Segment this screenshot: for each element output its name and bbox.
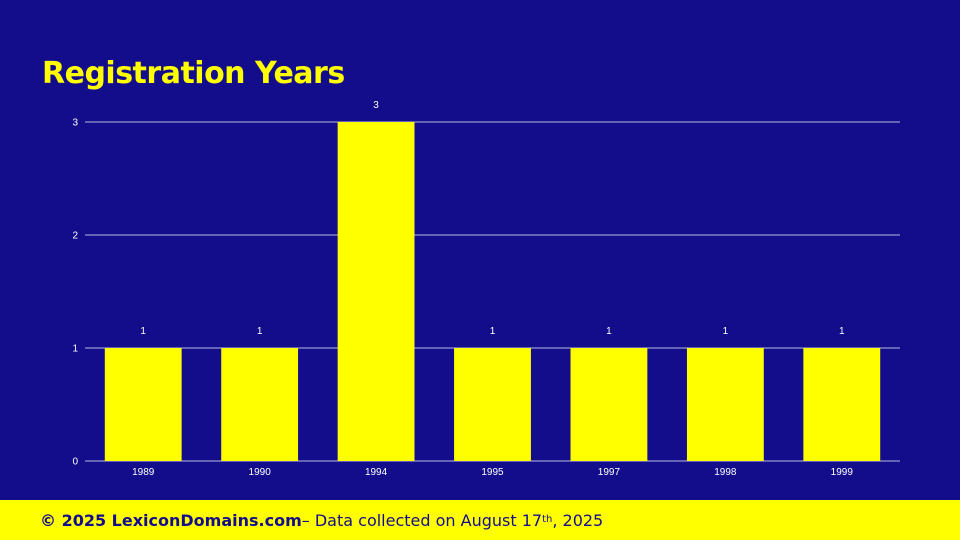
x-tick-label: 1998 [714, 467, 737, 478]
bar-1995 [454, 348, 531, 461]
x-tick-label: 1999 [831, 467, 854, 478]
y-tick-label: 1 [72, 344, 78, 355]
data-label: 1 [490, 326, 496, 337]
data-label: 1 [839, 326, 845, 337]
footer-text-before: – Data collected on August 17 [301, 510, 543, 530]
data-label: 1 [140, 326, 146, 337]
x-tick-label: 1994 [365, 467, 388, 478]
bar-1997 [570, 348, 648, 461]
bar-1989 [104, 348, 182, 461]
x-tick-label: 1989 [132, 467, 155, 478]
x-tick-label: 1990 [249, 467, 272, 478]
y-tick-label: 0 [72, 457, 78, 468]
bar-1999 [803, 348, 881, 461]
bar-1994 [337, 122, 415, 461]
x-tick-label: 1995 [481, 467, 504, 478]
y-axis-ticks: 0 1 2 3 [72, 118, 78, 468]
bar-chart: 0 1 2 3 1 1 3 1 1 1 1 1989 1990 1994 1995 1997 1998 199… [72, 100, 900, 478]
data-labels: 1 1 3 1 1 1 1 [140, 100, 845, 337]
bar-1998 [686, 348, 764, 461]
bar-1990 [221, 348, 299, 461]
footer-text-after: , 2025 [552, 510, 604, 530]
data-label: 1 [606, 326, 612, 337]
bars [104, 122, 881, 461]
chart-title: Registration Years [42, 56, 345, 91]
data-label: 1 [257, 326, 263, 337]
y-tick-label: 2 [72, 231, 78, 242]
x-tick-label: 1997 [598, 467, 621, 478]
x-axis-ticks: 1989 1990 1994 1995 1997 1998 1999 [132, 467, 853, 478]
y-tick-label: 3 [72, 118, 78, 129]
footer-bar: © 2025 LexiconDomains.com – Data collect… [0, 500, 960, 540]
data-label: 3 [373, 100, 379, 111]
data-label: 1 [723, 326, 729, 337]
footer-brand: © 2025 LexiconDomains.com [40, 510, 302, 530]
